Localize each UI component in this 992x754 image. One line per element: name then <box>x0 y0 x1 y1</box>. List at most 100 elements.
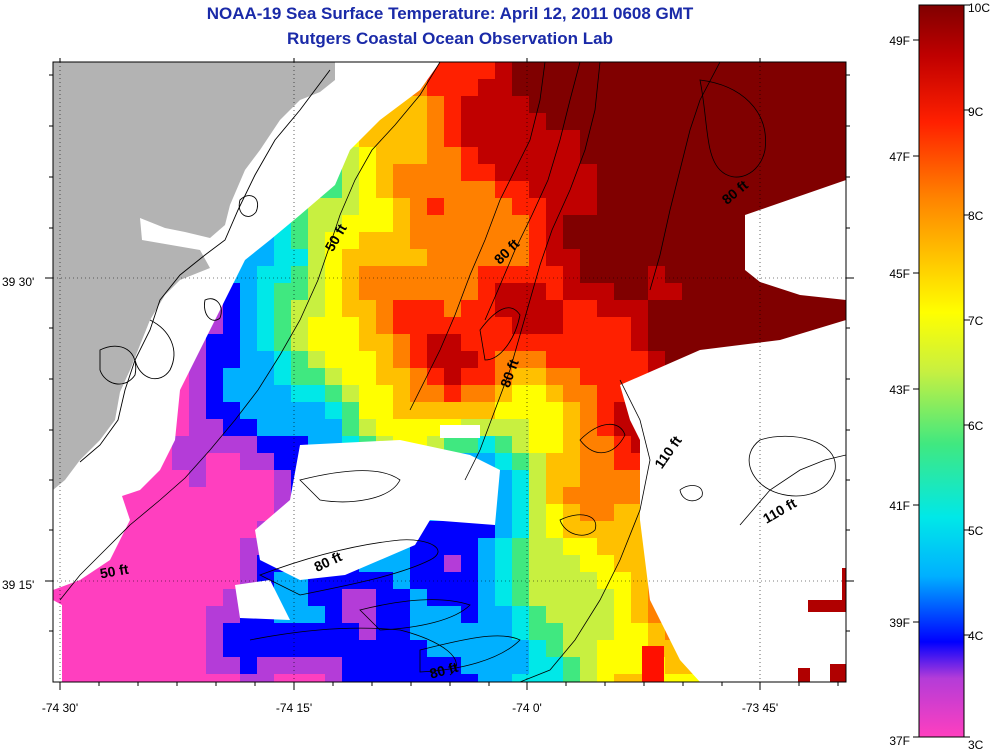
sst-cell <box>512 147 529 164</box>
sst-cell <box>818 79 835 96</box>
sst-cell <box>614 198 631 215</box>
sst-cell <box>801 96 818 113</box>
sst-cell <box>223 589 240 606</box>
sst-cell <box>614 470 631 487</box>
sst-cell <box>461 657 478 674</box>
sst-cell <box>189 657 206 674</box>
sst-cell <box>410 402 427 419</box>
sst-cell <box>597 436 614 453</box>
sst-cell <box>257 351 274 368</box>
sst-cell <box>529 96 546 113</box>
sst-cell <box>461 164 478 181</box>
sst-cell <box>172 521 189 538</box>
sst-cell <box>716 164 733 181</box>
sst-cell <box>648 96 665 113</box>
sst-cell <box>223 623 240 640</box>
sst-cell <box>699 232 716 249</box>
sst-cell <box>427 334 444 351</box>
sst-cell <box>580 317 597 334</box>
sst-cell <box>529 130 546 147</box>
sst-cell <box>291 232 308 249</box>
sst-cell <box>495 334 512 351</box>
sst-cell <box>495 487 512 504</box>
sst-cell <box>376 198 393 215</box>
sst-cell <box>801 130 818 147</box>
sst-cell <box>563 419 580 436</box>
sst-cell <box>478 300 495 317</box>
sst-cell <box>240 385 257 402</box>
sst-cell <box>563 487 580 504</box>
sst-cell <box>444 606 461 623</box>
sst-cell <box>342 300 359 317</box>
sst-cell <box>529 113 546 130</box>
sst-cell <box>716 130 733 147</box>
sst-cell <box>376 164 393 181</box>
sst-cell <box>444 334 461 351</box>
sst-cell <box>206 623 223 640</box>
sst-cell <box>546 300 563 317</box>
sst-cell <box>529 538 546 555</box>
sst-cell <box>410 589 427 606</box>
sst-cell <box>648 334 665 351</box>
sst-cell <box>580 198 597 215</box>
sst-cell <box>240 657 257 674</box>
sst-cell <box>257 453 274 470</box>
sst-cell <box>597 198 614 215</box>
sst-cell <box>478 215 495 232</box>
sst-cell <box>240 674 257 682</box>
sst-cell <box>767 79 784 96</box>
sst-cell <box>563 79 580 96</box>
sst-cell <box>223 453 240 470</box>
sst-cell <box>512 130 529 147</box>
sst-cell <box>461 266 478 283</box>
sst-cell <box>597 300 614 317</box>
sst-cell <box>597 113 614 130</box>
sst-cell <box>648 113 665 130</box>
sst-cell <box>631 589 648 606</box>
sst-cell <box>206 521 223 538</box>
sst-cell <box>597 453 614 470</box>
sst-cell <box>155 504 172 521</box>
sst-cell <box>512 351 529 368</box>
sst-cell <box>223 606 240 623</box>
graticule <box>53 62 846 682</box>
sst-cell <box>784 130 801 147</box>
sst-cell <box>563 436 580 453</box>
sst-cell <box>70 606 87 623</box>
sst-cell <box>240 623 257 640</box>
sst-cell <box>172 623 189 640</box>
sst-cell <box>699 215 716 232</box>
sst-cell <box>767 317 784 334</box>
colorbar-c-label: 6C <box>968 419 984 433</box>
sst-cell <box>274 300 291 317</box>
sst-cell <box>614 130 631 147</box>
sst-cell <box>359 623 376 640</box>
sst-cell <box>512 657 529 674</box>
sst-cell <box>308 300 325 317</box>
sst-cell <box>138 606 155 623</box>
sst-cell <box>291 317 308 334</box>
sst-cell <box>257 300 274 317</box>
sst-cell <box>155 640 172 657</box>
map-title: NOAA-19 Sea Surface Temperature: April 1… <box>206 4 694 23</box>
sst-cell <box>410 266 427 283</box>
sst-cell <box>665 62 682 79</box>
sst-cell <box>529 300 546 317</box>
sst-cell <box>393 640 410 657</box>
sst-cell <box>631 181 648 198</box>
sst-cell <box>733 96 750 113</box>
sst-cell <box>121 538 138 555</box>
sst-cell <box>427 555 444 572</box>
sst-cell <box>631 249 648 266</box>
sst-cell <box>529 436 546 453</box>
sst-cell <box>529 215 546 232</box>
sst-cell <box>563 368 580 385</box>
sst-cell <box>325 317 342 334</box>
sst-cell <box>308 266 325 283</box>
sst-cell <box>461 606 478 623</box>
sst-cell <box>614 657 631 674</box>
sst-cell <box>614 572 631 589</box>
sst-cell <box>512 164 529 181</box>
sst-cell <box>189 436 206 453</box>
sst-cell <box>563 606 580 623</box>
